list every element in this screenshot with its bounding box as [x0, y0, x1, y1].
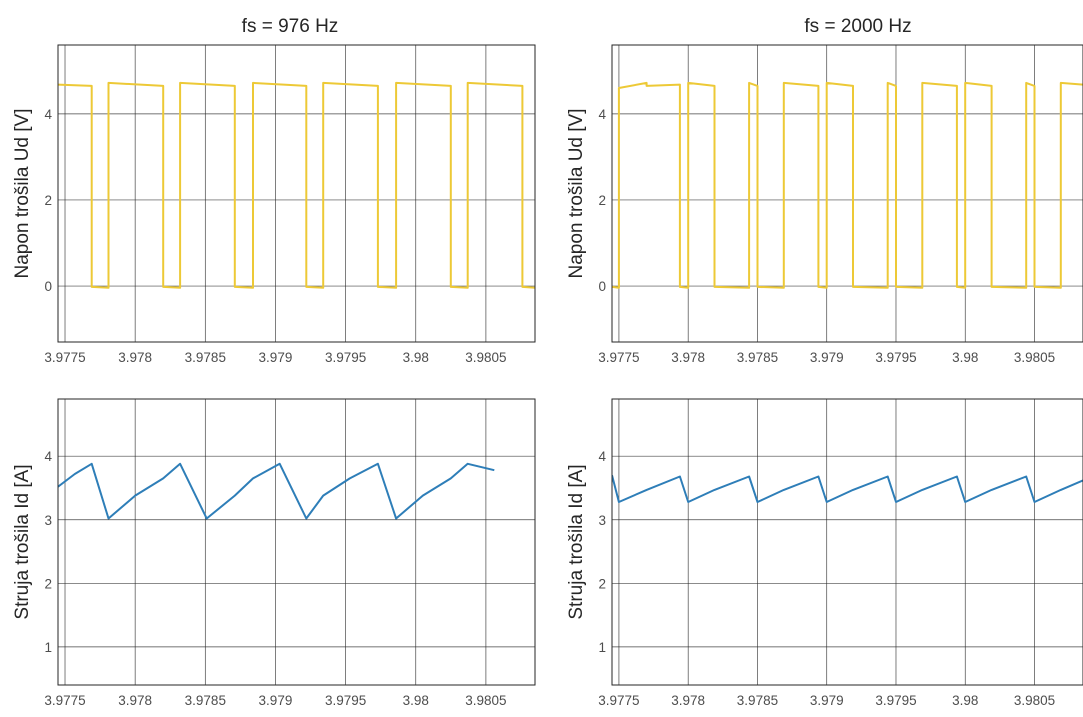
x-tick-label: 3.9785 — [185, 350, 226, 365]
x-tick-label: 3.9805 — [1014, 350, 1055, 365]
plot-title-2000hz: fs = 2000 Hz — [804, 16, 911, 37]
y-tick-label: 2 — [598, 193, 606, 208]
x-tick-label: 3.979 — [259, 350, 293, 365]
y-tick-label: 4 — [598, 449, 606, 464]
y-tick-label: 4 — [598, 107, 606, 122]
x-tick-label: 3.98 — [403, 350, 429, 365]
y-tick-label: 4 — [44, 449, 52, 464]
x-tick-label: 3.978 — [118, 350, 152, 365]
panel-ud-2000hz: 3.9775 3.978 3.9785 3.979 3.9795 3.98 3.9805 0 2… — [566, 44, 1083, 365]
y-axis-label: Struja trošila Id [A] — [12, 464, 33, 619]
axes-frame — [57, 398, 536, 686]
y-axis-label: Napon trošila Ud [V] — [566, 108, 587, 278]
y-tick-label: 3 — [44, 513, 52, 528]
x-tick-label: 3.98 — [952, 350, 978, 365]
x-tick-label: 3.979 — [810, 693, 844, 708]
x-tick-label: 3.9775 — [598, 350, 639, 365]
y-tick-label: 2 — [44, 193, 52, 208]
x-tick-label: 3.9805 — [1014, 693, 1055, 708]
panel-id-2000hz: 3.9775 3.978 3.9785 3.979 3.9795 3.98 3.9805 1 2… — [566, 398, 1083, 708]
x-tick-label: 3.978 — [671, 350, 705, 365]
x-tick-label: 3.9795 — [875, 350, 916, 365]
y-axis-label: Struja trošila Id [A] — [566, 464, 587, 619]
y-tick-label: 4 — [44, 107, 52, 122]
y-tick-label: 3 — [598, 513, 606, 528]
y-tick-label: 0 — [44, 279, 52, 294]
x-tick-label: 3.9805 — [465, 693, 506, 708]
series-line — [612, 475, 1083, 503]
x-tick-label: 3.9795 — [875, 693, 916, 708]
x-tick-label: 3.979 — [810, 350, 844, 365]
x-tick-label: 3.9785 — [737, 693, 778, 708]
y-tick-label: 1 — [598, 640, 606, 655]
plot-area — [57, 398, 536, 686]
plot-area — [611, 398, 1083, 686]
x-tick-label: 3.9775 — [44, 350, 85, 365]
x-tick-label: 3.9785 — [737, 350, 778, 365]
y-tick-label: 0 — [598, 279, 606, 294]
y-axis-label: Napon trošila Ud [V] — [12, 108, 33, 278]
x-tick-label: 3.979 — [259, 693, 293, 708]
panel-ud-976hz: 3.9775 3.978 3.9785 3.979 3.9795 3.98 3.9805 0 2… — [12, 44, 536, 365]
axes-frame — [57, 44, 536, 343]
x-tick-label: 3.9795 — [325, 693, 366, 708]
chart-panels: 3.9775 3.978 3.9785 3.979 3.9795 3.98 3.9805 0 2… — [12, 44, 1083, 708]
series-line — [58, 81, 535, 289]
panel-id-976hz: 3.9775 3.978 3.9785 3.979 3.9795 3.98 3.9805 1 2… — [12, 398, 536, 708]
axes-frame — [611, 44, 1083, 343]
x-tick-label: 3.9785 — [185, 693, 226, 708]
x-tick-label: 3.98 — [403, 693, 429, 708]
x-tick-label: 3.9775 — [44, 693, 85, 708]
plot-area — [57, 44, 536, 343]
plot-area — [611, 44, 1083, 343]
y-tick-label: 1 — [44, 640, 52, 655]
x-tick-label: 3.9795 — [325, 350, 366, 365]
x-tick-label: 3.98 — [952, 693, 978, 708]
axes-frame — [611, 398, 1083, 686]
series-line — [612, 81, 1083, 289]
y-tick-label: 2 — [598, 576, 606, 591]
x-tick-label: 3.978 — [118, 693, 152, 708]
x-tick-label: 3.9775 — [598, 693, 639, 708]
series-line — [58, 462, 495, 520]
x-tick-label: 3.978 — [671, 693, 705, 708]
x-tick-label: 3.9805 — [465, 350, 506, 365]
y-tick-label: 2 — [44, 576, 52, 591]
plot-title-976hz: fs = 976 Hz — [242, 16, 339, 37]
